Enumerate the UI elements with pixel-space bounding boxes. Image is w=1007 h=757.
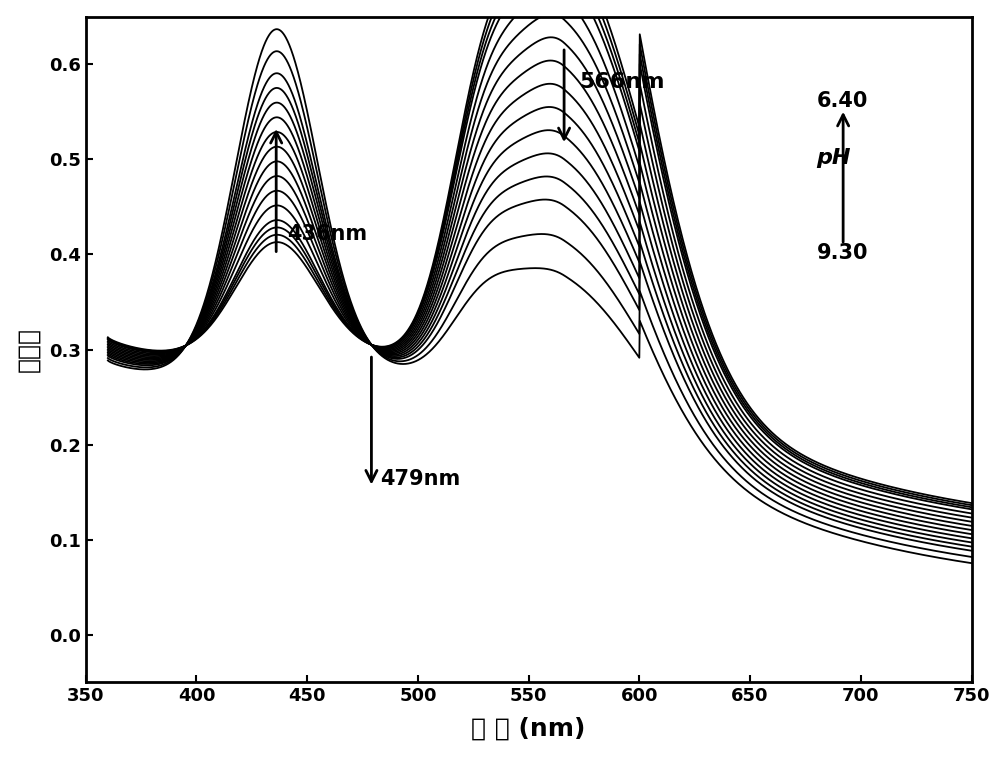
Text: 479nm: 479nm <box>381 469 460 488</box>
Text: 566nm: 566nm <box>580 72 665 92</box>
Text: 9.30: 9.30 <box>817 243 868 263</box>
Y-axis label: 吸光度: 吸光度 <box>17 327 40 372</box>
Text: pH: pH <box>817 148 851 168</box>
Text: 6.40: 6.40 <box>817 91 868 111</box>
X-axis label: 波 长 (nm): 波 长 (nm) <box>471 716 586 740</box>
Text: 436nm: 436nm <box>287 224 368 245</box>
